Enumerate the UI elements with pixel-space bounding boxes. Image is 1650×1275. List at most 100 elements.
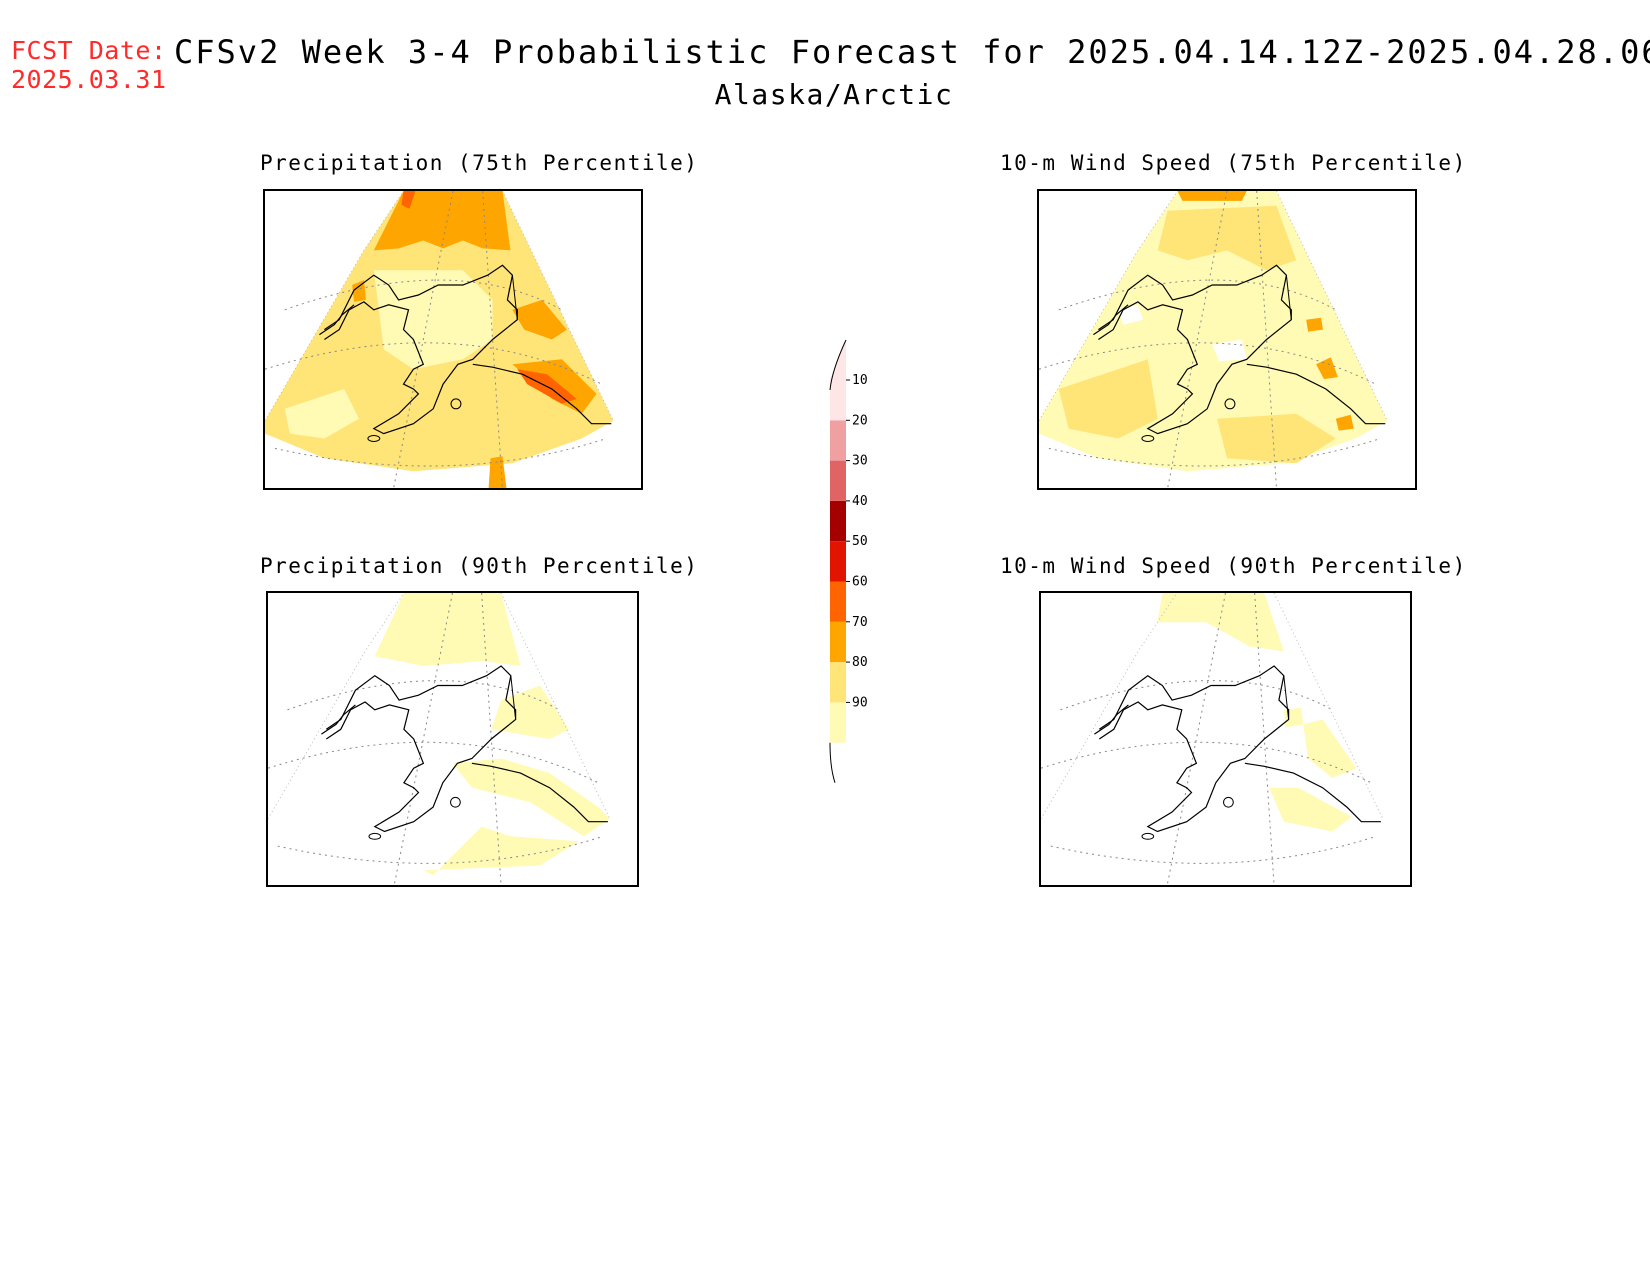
map-svg xyxy=(1041,593,1384,885)
parallel-line xyxy=(1058,279,1337,311)
panhandle-coastline xyxy=(1246,363,1386,425)
domain-edge xyxy=(1276,191,1388,421)
fcst-date-block: FCST Date: 2025.03.31 xyxy=(11,36,167,94)
colorbar-tick-label: 90 xyxy=(852,695,868,710)
prob-40-blob xyxy=(401,191,416,209)
graticule xyxy=(265,191,607,488)
meridian-line xyxy=(1166,593,1226,885)
island-outline xyxy=(1141,832,1155,840)
map-svg xyxy=(1039,191,1388,488)
prob-10-arctic-blob xyxy=(1157,593,1284,652)
colorbar-tick-label: 50 xyxy=(852,534,868,549)
meridian-line xyxy=(1167,191,1228,488)
colorbar-swatch xyxy=(830,541,846,582)
alaska-coastline xyxy=(1098,264,1292,435)
alaska-coastline xyxy=(1098,665,1290,833)
domain-edge xyxy=(1041,593,1178,820)
alaska-coastline xyxy=(324,264,518,435)
russia-coastline xyxy=(1093,304,1129,336)
alaska-border xyxy=(1285,275,1292,320)
meridian-line xyxy=(393,593,453,885)
russia-coastline xyxy=(321,704,356,735)
colorbar-swatch xyxy=(830,460,846,501)
island-outline xyxy=(450,398,462,410)
fcst-date-value: 2025.03.31 xyxy=(11,65,167,94)
panel-title-wind-75: 10-m Wind Speed (75th Percentile) xyxy=(1000,151,1467,175)
prob-10-east-blob xyxy=(1303,719,1357,778)
domain-edge xyxy=(502,191,614,421)
prob-30-small-blob xyxy=(1316,357,1338,380)
panhandle-coastline xyxy=(1244,762,1381,823)
island-outline xyxy=(450,796,461,808)
graticule xyxy=(1041,593,1377,885)
colorbar-swatch xyxy=(830,380,846,421)
colorbar-tick-label: 10 xyxy=(852,373,868,388)
map-wind-90 xyxy=(1039,591,1412,887)
parallel-line xyxy=(287,680,560,711)
colorbar-tick-label: 40 xyxy=(852,494,868,509)
island-outline xyxy=(368,832,382,840)
prob-10-interior-blob xyxy=(373,270,493,370)
fcst-date-label: FCST Date: xyxy=(11,36,167,65)
graticule xyxy=(268,593,604,885)
prob-30-small-blob-3 xyxy=(1335,414,1354,431)
prob-30-small-blob xyxy=(352,280,366,302)
prob-30-arctic-blob xyxy=(373,191,511,251)
map-svg xyxy=(268,593,611,885)
parallel-line xyxy=(1039,342,1376,385)
parallel-line xyxy=(277,835,604,864)
island-outline xyxy=(1223,796,1234,808)
map-precip-90 xyxy=(266,591,639,887)
panel-title-precip-75: Precipitation (75th Percentile) xyxy=(260,151,699,175)
colorbar-swatch xyxy=(830,500,846,542)
prob-10-south-blob xyxy=(423,826,579,876)
colorbar-outline xyxy=(829,339,847,391)
prob-30-top-blob xyxy=(1177,191,1247,201)
prob-20-west-blob xyxy=(1058,359,1158,439)
prob-30-small-blob-2 xyxy=(1306,317,1323,332)
map-wind-75 xyxy=(1037,189,1417,490)
meridian-line xyxy=(1254,593,1275,885)
prob-10-arctic-blob xyxy=(374,593,521,666)
domain-edge xyxy=(265,191,404,421)
panhandle-coastline xyxy=(471,762,608,823)
domain-edge xyxy=(500,593,611,820)
meridian-line xyxy=(393,191,454,488)
domain-edge xyxy=(1039,191,1178,421)
prob-below-blob xyxy=(1212,339,1247,362)
prob-10-coast-blob xyxy=(452,758,610,837)
parallel-line xyxy=(268,741,599,784)
russia-coastline xyxy=(319,304,355,336)
colorbar-tick-label: 60 xyxy=(852,575,868,590)
parallel-line xyxy=(1050,835,1377,864)
colorbar-swatch xyxy=(830,662,846,703)
prob-10-small-blob xyxy=(1283,707,1304,728)
colorbar-legend: 90 80 70 60 50 40 30 20 10 xyxy=(812,330,882,783)
meridian-line xyxy=(481,593,502,885)
colorbar-swatch xyxy=(830,621,846,663)
prob-20-arctic-blob xyxy=(1157,205,1297,271)
graticule xyxy=(1039,191,1381,488)
prob-30-east-blob xyxy=(512,299,567,340)
region-subtitle: Alaska/Arctic xyxy=(714,78,954,111)
prob-10-west-blob xyxy=(284,389,359,439)
panel-title-precip-90: Precipitation (90th Percentile) xyxy=(260,554,699,578)
map-svg xyxy=(265,191,614,488)
domain-edge xyxy=(268,593,405,820)
colorbar-tick-label: 80 xyxy=(852,655,868,670)
page-title: CFSv2 Week 3-4 Probabilistic Forecast fo… xyxy=(174,33,1650,71)
parallel-line xyxy=(1060,680,1333,711)
alaska-border xyxy=(511,275,518,320)
alaska-border xyxy=(1283,675,1290,720)
parallel-line xyxy=(1041,741,1372,784)
colorbar-swatch xyxy=(830,581,846,622)
meridian-line xyxy=(482,191,503,488)
panel-title-wind-90: 10-m Wind Speed (90th Percentile) xyxy=(1000,554,1467,578)
colorbar-tick-label: 20 xyxy=(852,413,868,428)
colorbar-tick-label: 30 xyxy=(852,454,868,469)
colorbar-svg: 90 80 70 60 50 40 30 20 10 xyxy=(829,339,868,783)
panhandle-coastline xyxy=(472,363,612,425)
map-precip-75 xyxy=(263,189,643,490)
alaska-coastline xyxy=(325,665,517,833)
colorbar-tick-label: 70 xyxy=(852,615,868,630)
